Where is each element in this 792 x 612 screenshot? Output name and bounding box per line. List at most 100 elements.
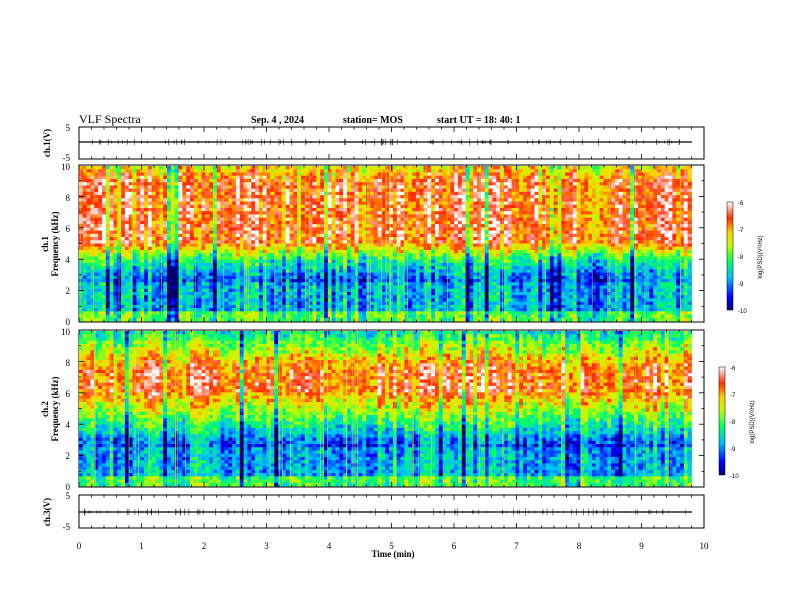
spectrogram-cell: [415, 291, 421, 296]
spectrogram-cell: [408, 169, 413, 173]
spectrogram-cell: [404, 314, 409, 319]
spectrogram-cell: [243, 266, 248, 270]
spectrogram-cell: [362, 253, 367, 257]
spectrogram-cell: [98, 253, 103, 257]
spectrogram-cell: [358, 243, 363, 248]
spectrogram-cell: [205, 211, 210, 215]
spectrogram-cell: [450, 308, 455, 312]
spectrogram-cell: [82, 262, 88, 267]
spectrogram-cell: [98, 308, 103, 312]
spectrogram-cell: [193, 269, 199, 273]
spectrogram-cell: [178, 240, 183, 244]
spectrogram-cell: [423, 314, 428, 319]
spectrogram-cell: [255, 317, 260, 322]
spectrogram-cell: [205, 288, 210, 293]
spectrogram-cell: [327, 243, 333, 248]
spectrogram-cell: [147, 227, 153, 231]
spectrogram-cell: [281, 266, 287, 270]
spectrogram-cell: [220, 256, 225, 261]
spectrogram-cell: [270, 256, 275, 261]
spectrogram-cell: [373, 185, 378, 190]
spectrogram-cell: [82, 169, 88, 173]
spectrogram-cell: [90, 311, 95, 315]
spectrogram-cell: [167, 279, 172, 283]
spectrogram-cell: [457, 182, 463, 186]
spectrogram-cell: [461, 220, 467, 225]
spectrogram-cell: [454, 288, 459, 293]
spectrogram-cell: [274, 175, 279, 180]
spectrogram-cell: [82, 311, 88, 315]
spectrogram-cell: [151, 230, 156, 235]
spectrogram-cell: [151, 301, 156, 306]
spectrogram-cell: [216, 198, 222, 202]
spectrogram-cell: [293, 275, 298, 280]
spectrogram-cell: [132, 185, 137, 190]
spectrogram-cell: [404, 295, 409, 299]
spectrogram-cell: [136, 249, 141, 254]
spectrogram-cell: [144, 291, 149, 296]
spectrogram-cell: [167, 178, 172, 183]
spectrogram-cell: [212, 259, 218, 264]
spectrogram-cell: [461, 246, 467, 251]
spectrogram-cell: [392, 172, 398, 177]
spectrogram-cell: [228, 262, 233, 267]
spectrogram-cell: [147, 198, 153, 202]
spectrogram-cell: [151, 282, 156, 286]
spectrogram-cell: [350, 317, 356, 322]
spectrogram-cell: [239, 220, 245, 225]
spectrogram-cell: [346, 217, 352, 222]
spectrogram-cell: [343, 314, 348, 319]
spectrogram-cell: [278, 246, 283, 251]
spectrogram-cell: [128, 178, 133, 183]
spectrogram-cell: [186, 282, 191, 286]
spectrogram-cell: [155, 201, 160, 206]
spectrogram-cell: [170, 175, 176, 180]
spectrogram-cell: [170, 317, 176, 322]
spectrogram-cell: [113, 201, 118, 206]
spectrogram-cell: [243, 220, 248, 225]
spectrogram-cell: [366, 227, 371, 231]
spectrogram-cell: [354, 220, 359, 225]
spectrogram-cell: [174, 178, 179, 183]
spectrogram-cell: [128, 256, 133, 261]
spectrogram-cell: [358, 285, 363, 290]
spectrogram-cell: [220, 301, 225, 306]
spectrogram-cell: [258, 301, 264, 306]
spectrogram-cell: [136, 279, 141, 283]
spectrogram-cell: [113, 317, 118, 322]
spectrogram-cell: [155, 317, 160, 322]
spectrogram-cell: [216, 308, 222, 312]
spectrogram-cell: [435, 195, 440, 199]
spectrogram-cell: [201, 191, 206, 196]
spectrogram-cell: [220, 266, 225, 270]
spectrogram-cell: [167, 311, 172, 315]
spectrogram-cell: [220, 269, 225, 273]
spectrogram-cell: [105, 275, 111, 280]
spectrogram-cell: [454, 195, 459, 199]
spectrogram-cell: [235, 246, 241, 251]
spectrogram-cell: [186, 246, 191, 251]
spectrogram-cell: [377, 285, 382, 290]
spectrogram-cell: [366, 301, 371, 306]
spectrogram-cell: [408, 269, 413, 273]
spectrogram-cell: [377, 185, 382, 190]
spectrogram-cell: [205, 217, 210, 222]
spectrogram-cell: [239, 269, 245, 273]
spectrogram-cell: [392, 237, 398, 241]
spectrogram-cell: [178, 279, 183, 283]
spectrogram-cell: [255, 201, 260, 206]
spectrogram-cell: [362, 227, 367, 231]
spectrogram-cell: [182, 175, 187, 180]
spectrogram-cell: [301, 224, 306, 228]
spectrogram-cell: [101, 172, 107, 177]
spectrogram-cell: [435, 211, 440, 215]
spectrogram-cell: [297, 243, 302, 248]
spectrogram-cell: [415, 166, 421, 170]
spectrogram-cell: [450, 295, 455, 299]
spectrogram-cell: [182, 279, 187, 283]
spectrogram-cell: [193, 175, 199, 180]
spectrogram-cell: [423, 279, 428, 283]
spectrogram-cell: [136, 195, 141, 199]
spectrogram-cell: [412, 256, 417, 261]
spectrogram-cell: [304, 275, 310, 280]
